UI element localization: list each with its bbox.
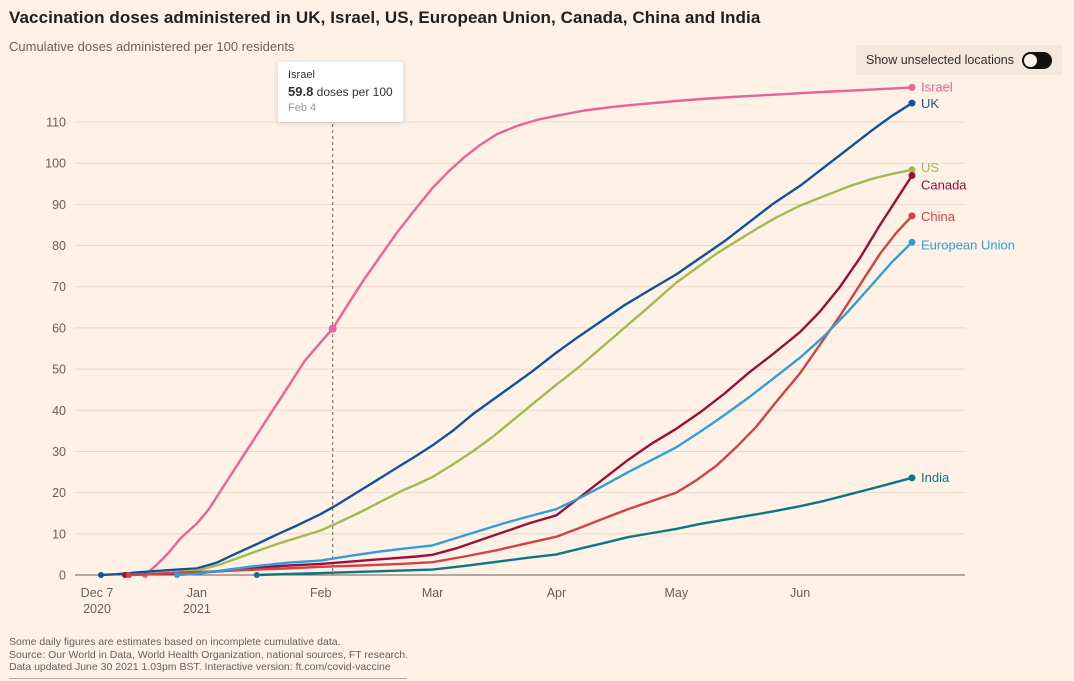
x-axis-tick-label: Apr (547, 586, 566, 600)
show-unselected-locations-toggle[interactable]: Show unselected locations (855, 45, 1062, 75)
tooltip-value-row: 59.8 doses per 100 (288, 84, 393, 99)
series-label-china[interactable]: China (921, 209, 956, 224)
toggle-switch-icon[interactable] (1022, 51, 1052, 69)
x-axis-tick-label: May (664, 586, 688, 600)
tooltip-value-suffix: doses per 100 (313, 85, 393, 99)
y-axis-tick-label: 80 (52, 239, 66, 253)
series-start-dot-india (253, 572, 260, 578)
series-line-canada[interactable] (123, 174, 914, 577)
page-title: Vaccination doses administered in UK, Is… (9, 8, 761, 27)
series-line-israel[interactable] (143, 86, 914, 577)
vaccination-line-chart[interactable]: 0 10 20 30 40 50 60 70 80 90 100 110 Dec 7 2020 Jan 202… (0, 82, 1074, 627)
series-label-european-union[interactable]: European Union (921, 237, 1015, 252)
series-line-european-union[interactable] (175, 241, 914, 577)
y-axis-tick-label: 100 (45, 157, 66, 171)
x-axis-tick-label: Dec 7 (81, 586, 114, 600)
toggle-label: Show unselected locations (865, 53, 1014, 67)
y-axis-tick-label: 30 (52, 445, 66, 459)
series-end-dot-israel (908, 83, 916, 91)
y-axis-tick-label: 40 (52, 404, 66, 418)
x-axis-tick-label: Mar (422, 586, 444, 600)
x-axis-tick-label: Feb (310, 586, 332, 600)
series-start-dot-european-union (173, 572, 180, 578)
series-label-uk[interactable]: UK (921, 96, 939, 111)
chart-subtitle: Cumulative doses administered per 100 re… (9, 39, 295, 54)
tooltip-marker-dot (328, 324, 337, 333)
footer-source: Source: Our World in Data, World Health … (9, 648, 409, 661)
y-axis-tick-label: 0 (59, 569, 66, 583)
tooltip-value: 59.8 (288, 84, 314, 99)
y-axis-tick-label: 70 (52, 280, 66, 294)
tooltip-location: Israel (288, 69, 315, 81)
y-axis-tick-label: 90 (52, 198, 66, 212)
series-end-dot-uk (908, 99, 916, 107)
x-axis-tick-sublabel: 2020 (83, 602, 111, 616)
series-label-india[interactable]: India (921, 470, 950, 485)
chart-footer: Some daily figures are estimates based o… (9, 636, 408, 679)
series-start-dot-uk (97, 572, 104, 578)
series-end-dot-india (908, 474, 916, 482)
y-axis-tick-label: 110 (46, 116, 66, 130)
y-axis-tick-label: 20 (52, 486, 66, 500)
footer-updated[interactable]: Data updated June 30 2021 1.03pm BST. In… (9, 661, 391, 673)
y-axis-tick-label: 60 (52, 321, 66, 335)
series-label-canada[interactable]: Canada (921, 178, 967, 193)
toggle-knob (1024, 53, 1037, 67)
footer-note: Some daily figures are estimates based o… (9, 636, 341, 648)
x-axis-tick-sublabel: 2021 (183, 602, 211, 616)
series-line-us[interactable] (123, 168, 914, 577)
series-end-dot-european-union (908, 238, 916, 246)
series-line-uk[interactable] (99, 101, 914, 577)
series-end-dot-china (908, 212, 916, 220)
chart-tooltip: Israel 59.8 doses per 100 Feb 4 (278, 62, 403, 122)
y-axis-tick-label: 10 (52, 527, 66, 541)
x-axis-tick-label: Jan (187, 586, 207, 600)
tooltip-date: Feb 4 (288, 102, 317, 114)
series-line-india[interactable] (255, 476, 914, 577)
footer-divider (9, 677, 407, 679)
series-label-us[interactable]: US (921, 160, 939, 175)
series-label-israel[interactable]: Israel (921, 82, 953, 94)
series-start-dot-china (125, 572, 132, 578)
series-end-dot-us (908, 166, 916, 174)
series-end-dot-canada (908, 172, 916, 180)
x-axis-tick-label: Jun (790, 586, 810, 600)
y-axis-tick-label: 50 (52, 363, 66, 377)
series-line-china[interactable] (127, 214, 914, 577)
